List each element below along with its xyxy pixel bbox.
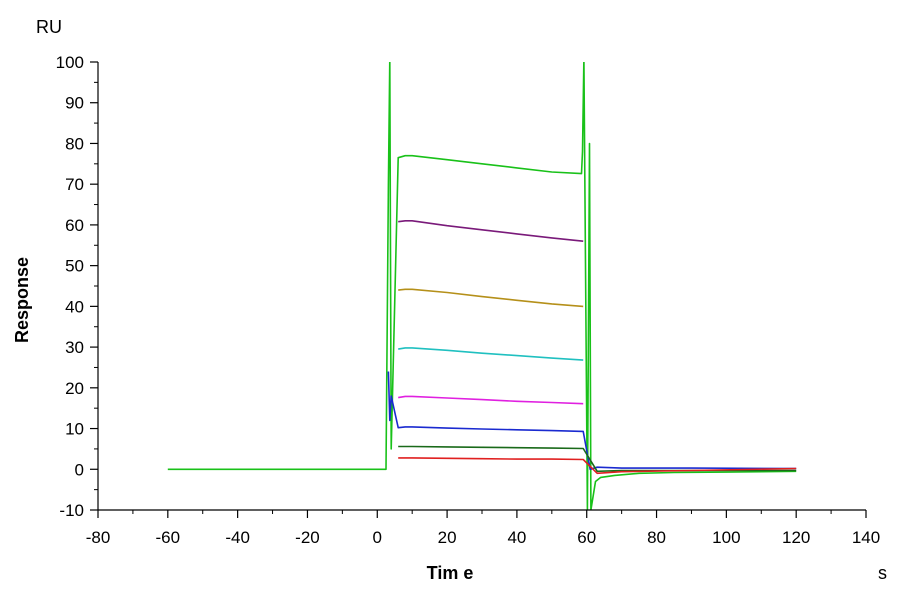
x-unit-label: s [878, 563, 887, 583]
x-tick-label: 140 [852, 528, 880, 547]
y-tick-label: 10 [65, 420, 84, 439]
y-tick-label: 100 [56, 53, 84, 72]
y-tick-label: -10 [59, 501, 84, 520]
series-line-4 [398, 347, 584, 361]
x-tick-label: 40 [507, 528, 526, 547]
x-tick-label: -80 [86, 528, 111, 547]
y-tick-label: 60 [65, 216, 84, 235]
x-tick-label: 20 [438, 528, 457, 547]
series-line-1 [167, 62, 797, 510]
y-tick-label: 40 [65, 297, 84, 316]
x-tick-label: -60 [156, 528, 181, 547]
series-line-3 [398, 288, 584, 308]
y-tick-label: 30 [65, 338, 84, 357]
axes-layer: -10 0 10 20 30 40 50 60 70 80 90 100 -80 -60 -40 -20 0 20… [56, 53, 881, 547]
x-tick-label: 0 [373, 528, 382, 547]
series-line-6 [387, 371, 797, 471]
series-line-8 [398, 457, 797, 475]
series-line-2 [398, 220, 584, 242]
x-axis-title: Tim e [427, 563, 474, 583]
y-tick-label: 20 [65, 379, 84, 398]
x-tick-label: 80 [647, 528, 666, 547]
y-axis-title: Response [12, 257, 32, 343]
series-layer [167, 62, 797, 510]
x-tick-label: -40 [225, 528, 250, 547]
y-tick-label: 0 [75, 460, 84, 479]
x-tick-label: -20 [295, 528, 320, 547]
x-tick-label: 100 [712, 528, 740, 547]
y-tick-label: 70 [65, 175, 84, 194]
y-tick-label: 50 [65, 257, 84, 276]
y-tick-label: 90 [65, 94, 84, 113]
y-unit-label: RU [36, 17, 62, 37]
x-tick-label: 60 [577, 528, 596, 547]
y-tick-label: 80 [65, 134, 84, 153]
x-tick-label: 120 [782, 528, 810, 547]
series-line-5 [398, 395, 584, 405]
